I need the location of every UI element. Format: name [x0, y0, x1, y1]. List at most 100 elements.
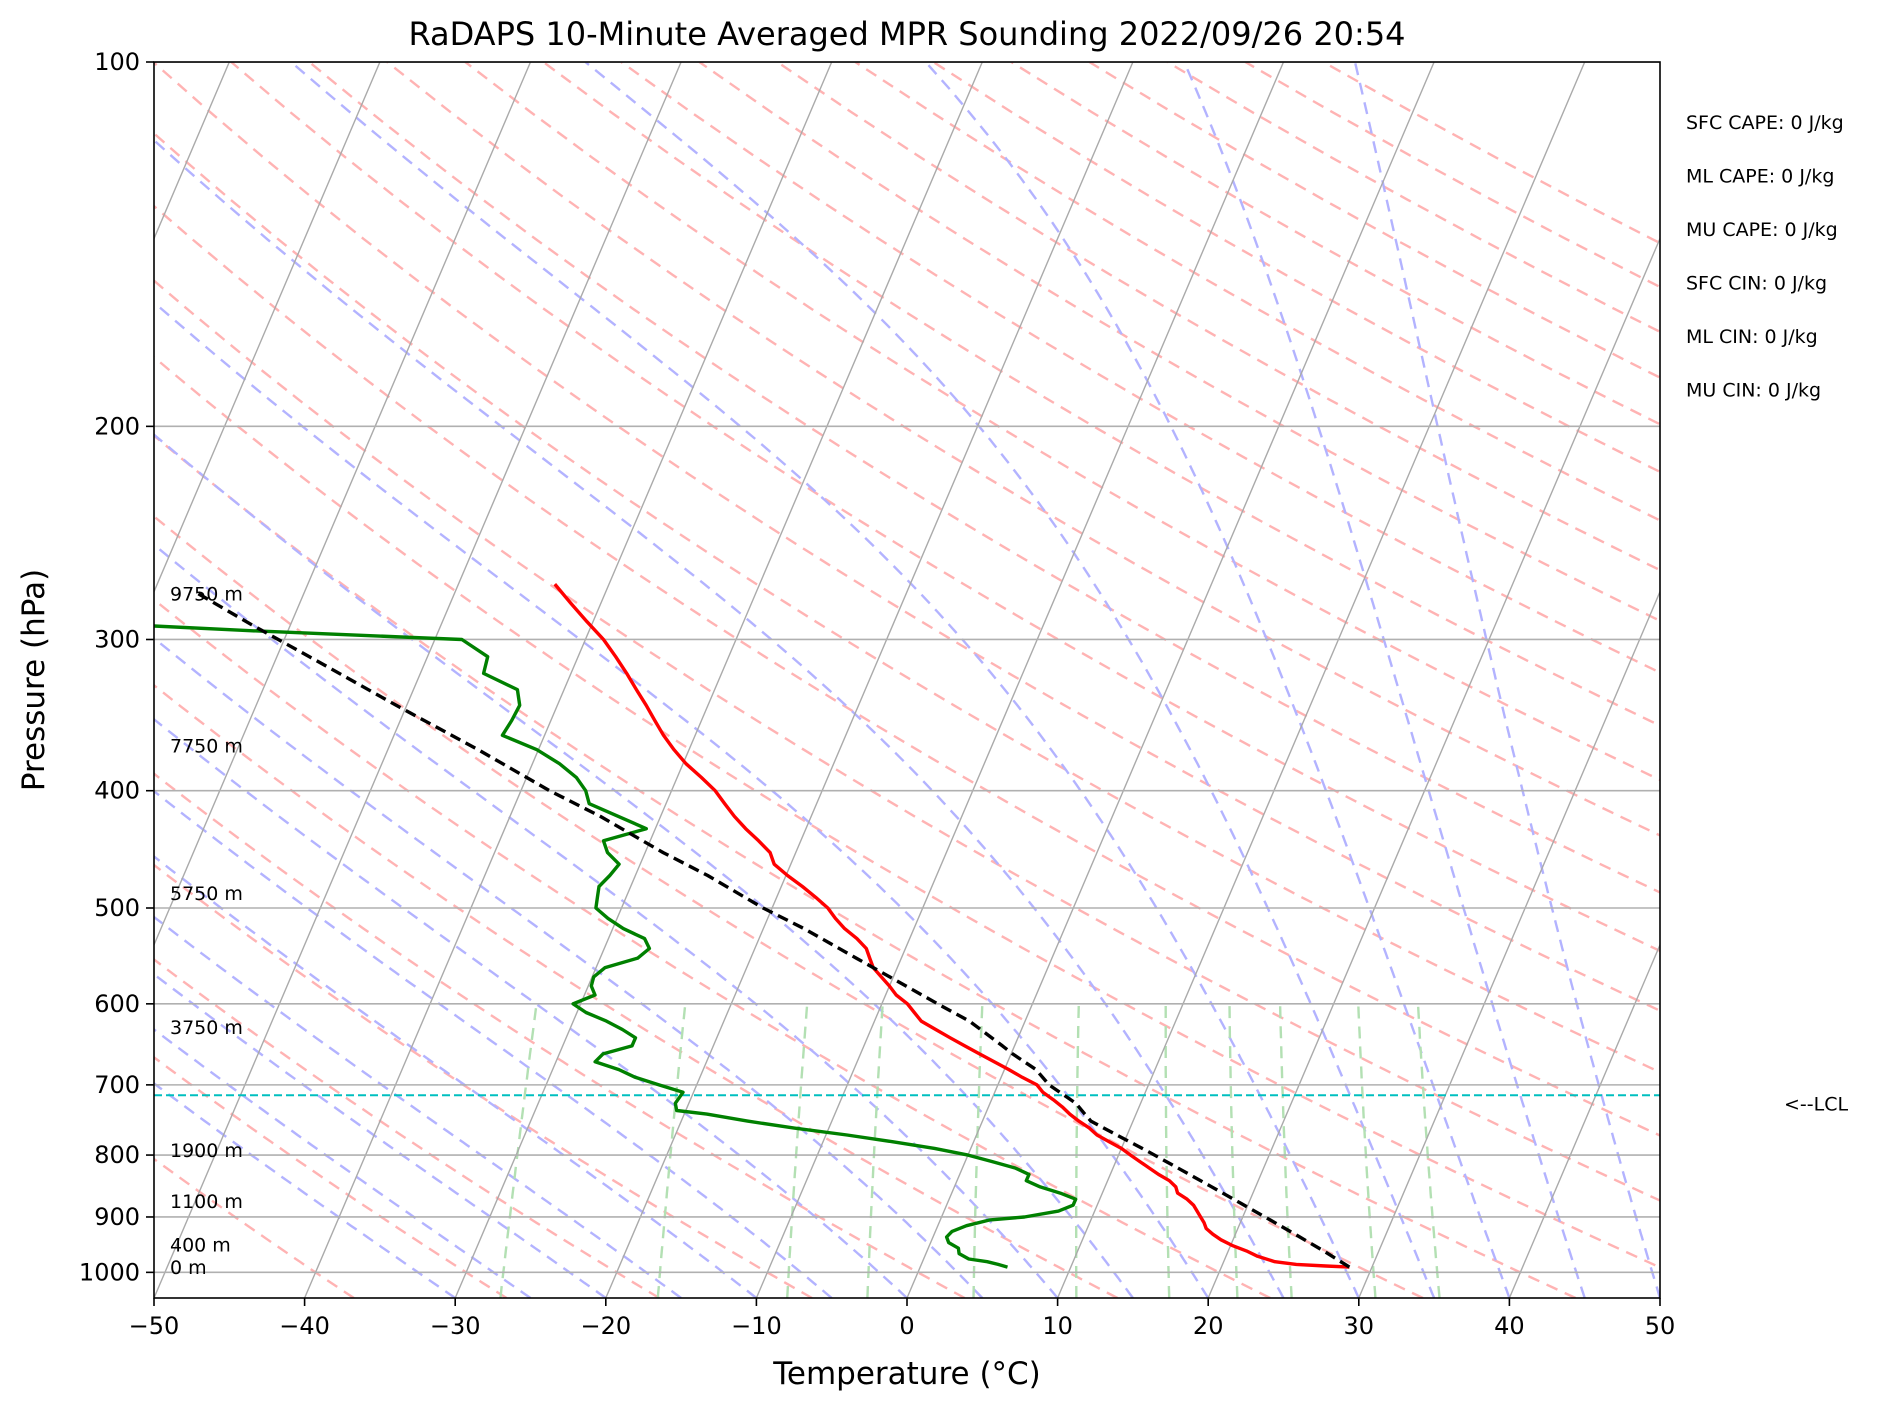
dry-adiabat	[154, 683, 1119, 1298]
x-tick-label: −40	[279, 1312, 330, 1340]
stability-index: SFC CAPE: 0 J/kg	[1686, 112, 1844, 134]
isotherm	[154, 62, 682, 1298]
dry-adiabat	[154, 514, 1424, 1298]
x-tick-label: −20	[580, 1312, 631, 1340]
mixing-ratio-line	[499, 1003, 538, 1298]
isotherm	[755, 62, 1285, 1298]
height-label: 1900 m	[170, 1140, 243, 1162]
sounding-traces	[154, 583, 1660, 1269]
isotherm	[1508, 943, 1660, 1298]
isotherm	[906, 62, 1435, 1298]
plot-background-lines	[154, 62, 1660, 1298]
x-tick-label: 50	[1645, 1312, 1676, 1340]
isotherm	[454, 62, 983, 1298]
moist-adiabat	[154, 636, 984, 1298]
lcl-label: <--LCL	[1784, 1093, 1848, 1115]
y-tick-label: 600	[94, 990, 140, 1018]
isotherm	[1358, 589, 1660, 1298]
mixing-ratio-line	[866, 1003, 884, 1298]
stability-index: SFC CIN: 0 J/kg	[1686, 273, 1827, 295]
dry-adiabat	[154, 62, 1660, 1013]
height-labels: 9750 m 7750 m 5750 m 3750 m 1900 m 1100 m 400 …	[170, 584, 243, 1279]
stability-index: ML CIN: 0 J/kg	[1686, 326, 1818, 348]
x-tick-label: −50	[129, 1312, 180, 1340]
parcel-trace	[197, 592, 1351, 1269]
stability-index: ML CAPE: 0 J/kg	[1686, 166, 1834, 188]
y-tick-label: 1000	[79, 1258, 140, 1286]
pressure-gridlines	[154, 62, 1660, 1274]
moist-adiabat	[1183, 62, 1586, 1298]
y-tick-label: 100	[94, 48, 140, 76]
dewpoint-trace	[154, 624, 1078, 1269]
dry-adiabat	[620, 62, 1660, 674]
y-tick-label: 200	[94, 412, 140, 440]
x-tick-label: −30	[430, 1312, 481, 1340]
height-label: 5750 m	[170, 883, 243, 905]
y-axis-label: Pressure (hPa)	[16, 569, 52, 791]
chart-title: RaDAPS 10-Minute Averaged MPR Sounding 2…	[408, 15, 1405, 53]
mixing-ratio-line	[1278, 1003, 1293, 1298]
mixing-ratio-line	[1075, 1003, 1080, 1298]
moist-adiabat	[154, 789, 833, 1298]
dry-adiabat	[154, 957, 660, 1298]
dry-adiabat	[154, 279, 1660, 1202]
height-label: 9750 m	[170, 584, 243, 606]
mixing-ratio-line	[656, 1003, 687, 1298]
y-tick-label: 400	[94, 777, 140, 805]
dry-adiabat	[154, 131, 1660, 1074]
mixing-ratio-line	[1357, 1003, 1377, 1298]
x-axis-ticks: −50 −40 −30 −20 −10 0 10 20 30 40 50	[129, 1298, 1676, 1340]
y-tick-label: 900	[94, 1203, 140, 1231]
dry-adiabat	[154, 355, 1660, 1269]
mixing-ratio-line	[786, 1003, 809, 1298]
height-label: 3750 m	[170, 1017, 243, 1039]
isotherm	[303, 62, 833, 1298]
y-tick-label: 800	[94, 1141, 140, 1169]
moist-adiabat	[154, 300, 1210, 1298]
moist-adiabat	[1353, 62, 1660, 1298]
height-label: 0 m	[170, 1257, 207, 1279]
mixing-ratio-line	[1228, 1003, 1239, 1298]
y-tick-label: 500	[94, 894, 140, 922]
moist-adiabat	[154, 1081, 456, 1298]
moist-adiabat	[924, 62, 1511, 1298]
x-tick-label: 20	[1193, 1312, 1224, 1340]
x-axis-label: Temperature (°C)	[772, 1356, 1041, 1392]
moist-adiabat	[154, 915, 682, 1298]
moist-adiabat	[154, 138, 1285, 1298]
dry-adiabat	[698, 62, 1660, 623]
stability-index: MU CAPE: 0 J/kg	[1686, 219, 1838, 241]
height-label: 400 m	[170, 1234, 231, 1256]
y-axis-ticks: 100 200 300 400 500 600 700 800 900 1000	[79, 48, 154, 1286]
stability-indices: SFC CAPE: 0 J/kg ML CAPE: 0 J/kg MU CAPE: …	[1686, 112, 1844, 402]
dry-adiabat	[464, 62, 1660, 782]
temperature-trace	[553, 583, 1350, 1269]
mixing-ratio-line	[972, 1003, 984, 1298]
moist-adiabat	[154, 433, 1134, 1298]
dry-adiabat	[154, 598, 1271, 1298]
isotherm	[154, 62, 532, 947]
mixing-ratio-line	[1164, 1003, 1171, 1298]
isotherm	[605, 62, 1134, 1298]
x-tick-label: 10	[1042, 1312, 1073, 1340]
moist-adiabat	[154, 1027, 532, 1298]
x-tick-label: −10	[731, 1312, 782, 1340]
x-tick-label: 0	[899, 1312, 914, 1340]
stability-index: MU CIN: 0 J/kg	[1686, 380, 1821, 402]
isotherm	[1056, 62, 1586, 1298]
height-label: 1100 m	[170, 1191, 243, 1213]
dry-adiabat	[154, 204, 1660, 1137]
moist-adiabat	[154, 972, 607, 1298]
y-tick-label: 700	[94, 1071, 140, 1099]
mixing-ratio-line	[1416, 1003, 1441, 1298]
isotherm	[1207, 236, 1660, 1298]
isotherm	[154, 62, 381, 594]
moist-adiabat	[584, 62, 1436, 1298]
x-tick-label: 30	[1344, 1312, 1375, 1340]
x-tick-label: 40	[1494, 1312, 1525, 1340]
y-tick-label: 300	[94, 625, 140, 653]
moist-adiabat	[154, 717, 908, 1298]
dry-adiabat	[386, 62, 1660, 837]
height-label: 7750 m	[170, 735, 243, 757]
